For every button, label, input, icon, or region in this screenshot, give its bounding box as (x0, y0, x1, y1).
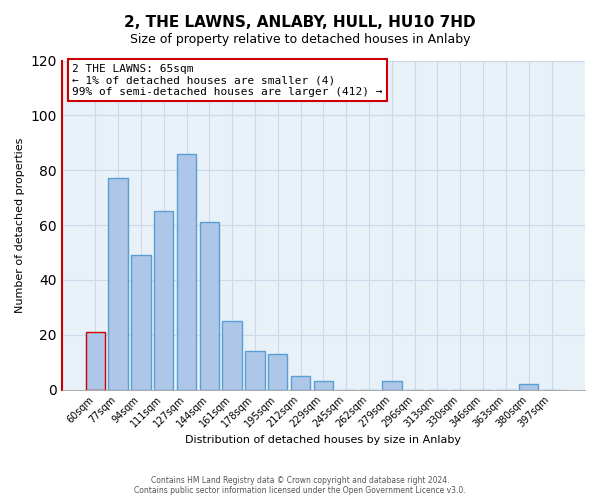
Y-axis label: Number of detached properties: Number of detached properties (15, 138, 25, 313)
Bar (519, 384, 538, 390)
Bar (314, 382, 333, 390)
Text: 2 THE LAWNS: 65sqm
← 1% of detached houses are smaller (4)
99% of semi-detached : 2 THE LAWNS: 65sqm ← 1% of detached hous… (72, 64, 383, 97)
Bar (382, 382, 401, 390)
Bar (223, 321, 242, 390)
Bar (86, 332, 105, 390)
Text: Size of property relative to detached houses in Anlaby: Size of property relative to detached ho… (130, 32, 470, 46)
Bar (268, 354, 287, 390)
X-axis label: Distribution of detached houses by size in Anlaby: Distribution of detached houses by size … (185, 435, 461, 445)
Bar (177, 154, 196, 390)
Bar (291, 376, 310, 390)
Bar (131, 256, 151, 390)
Bar (245, 352, 265, 390)
Bar (200, 222, 219, 390)
Bar (154, 212, 173, 390)
Bar (109, 178, 128, 390)
Text: 2, THE LAWNS, ANLABY, HULL, HU10 7HD: 2, THE LAWNS, ANLABY, HULL, HU10 7HD (124, 15, 476, 30)
Text: Contains HM Land Registry data © Crown copyright and database right 2024.
Contai: Contains HM Land Registry data © Crown c… (134, 476, 466, 495)
